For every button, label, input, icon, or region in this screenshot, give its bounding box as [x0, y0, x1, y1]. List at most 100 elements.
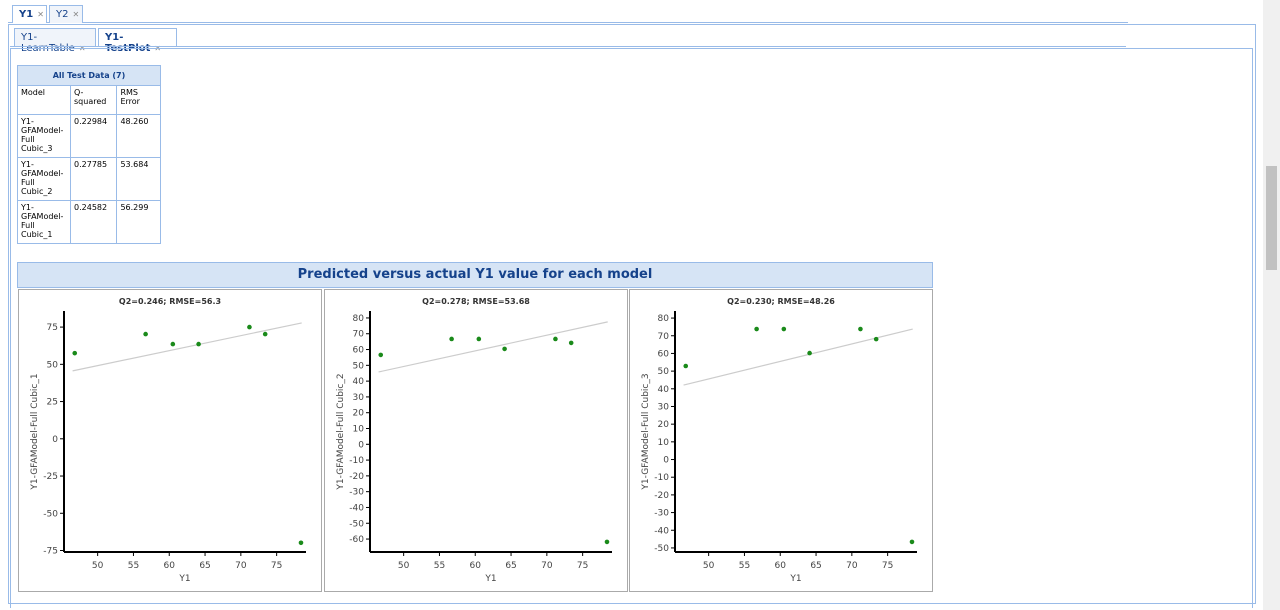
data-point — [568, 340, 574, 346]
y-axis-label: Y1-GFAModel-Full Cubic_1 — [30, 373, 40, 490]
y-tick-label: 0 — [358, 440, 364, 450]
data-point — [72, 350, 78, 356]
x-tick-label: 55 — [434, 561, 445, 571]
data-point — [807, 350, 812, 356]
y-axis-label: Y1-GFAModel-Full Cubic_2 — [336, 373, 346, 490]
fit-line — [72, 322, 302, 372]
data-point — [502, 346, 507, 352]
y-tick-label: 10 — [658, 438, 670, 448]
data-point — [683, 363, 689, 369]
y-tick-label: 40 — [353, 377, 365, 387]
table-cell: Y1-GFAModel-Full Cubic_1 — [17, 200, 71, 244]
subtab[interactable]: Y1-LearnTable ✕ — [14, 28, 96, 54]
data-point — [909, 539, 915, 545]
x-axis-label: Y1 — [484, 574, 496, 584]
y-tick-label: 50 — [353, 361, 365, 371]
table-cell: 0.22984 — [69, 114, 118, 158]
table-cell: 56.299 — [116, 200, 161, 244]
data-point — [604, 539, 610, 545]
x-tick-label: 55 — [128, 561, 139, 571]
data-point — [781, 326, 787, 332]
y-tick-label: 30 — [353, 393, 365, 403]
y-tick-label: 70 — [658, 332, 670, 342]
subtab[interactable]: Y1-TestPlot ✕ — [98, 28, 177, 54]
x-tick-label: 50 — [92, 561, 104, 571]
tab-label: Y1 — [19, 9, 34, 20]
y-tick-label: -30 — [349, 488, 364, 498]
tab[interactable]: Y2 ✕ — [49, 5, 83, 23]
column-header: RMS Error — [116, 85, 161, 115]
table-cell: 53.684 — [116, 157, 161, 201]
y-tick-label: 25 — [47, 398, 58, 408]
data-point — [247, 324, 252, 330]
x-tick-label: 50 — [398, 561, 410, 571]
y-tick-label: -40 — [654, 526, 669, 536]
data-point — [262, 331, 268, 337]
y-tick-label: 60 — [353, 346, 365, 356]
y-tick-label: 40 — [658, 385, 670, 395]
x-tick-label: 75 — [577, 561, 588, 571]
panel-title: Predicted versus actual Y1 value for eac… — [17, 262, 933, 288]
table-row: Y1-GFAModel-Full Cubic_2 0.27785 53.684 — [17, 157, 161, 201]
x-tick-label: 65 — [810, 561, 821, 571]
y-tick-label: 50 — [47, 360, 59, 370]
column-header: Q-squared — [69, 85, 118, 115]
column-header: Model — [17, 85, 71, 115]
y-tick-label: 80 — [658, 314, 670, 324]
y-tick-label: -20 — [349, 472, 364, 482]
data-point — [873, 336, 879, 342]
chart: Q2=0.246; RMSE=56.3 50 55 60 65 70 75 75 50 25 0 -2… — [30, 297, 306, 584]
y-tick-label: 0 — [52, 435, 58, 445]
y-tick-label: -25 — [43, 472, 58, 482]
x-tick-label: 50 — [703, 561, 715, 571]
table-row: Y1-GFAModel-Full Cubic_3 0.22984 48.260 — [17, 114, 161, 158]
table-row: Y1-GFAModel-Full Cubic_1 0.24582 56.299 — [17, 200, 161, 244]
tab[interactable]: Y1 ✕ — [12, 5, 47, 23]
y-tick-label: -50 — [349, 519, 364, 529]
x-tick-label: 60 — [164, 561, 176, 571]
x-tick-label: 65 — [505, 561, 516, 571]
y-tick-label: -75 — [43, 547, 58, 557]
x-tick-label: 75 — [271, 561, 282, 571]
tab-strip-line — [8, 22, 1128, 23]
chart-box: Q2=0.278; RMSE=53.68 50 55 60 65 70 75 80 70 60 50… — [324, 289, 628, 592]
y-tick-label: -10 — [349, 456, 364, 466]
x-tick-label: 60 — [470, 561, 482, 571]
x-axis-label: Y1 — [178, 574, 190, 584]
x-tick-label: 70 — [235, 561, 247, 571]
x-axis-label: Y1 — [789, 574, 801, 584]
data-point — [143, 331, 148, 337]
y-tick-label: 50 — [658, 367, 670, 377]
chart: Q2=0.278; RMSE=53.68 50 55 60 65 70 75 80 70 60 50… — [336, 297, 612, 584]
fit-line — [378, 321, 608, 373]
y-axis-label: Y1-GFAModel-Full Cubic_3 — [641, 373, 651, 490]
data-point — [449, 336, 454, 342]
table-cell: 48.260 — [116, 114, 161, 158]
chart-box: Q2=0.230; RMSE=48.26 50 55 60 65 70 75 80 70 60 50… — [629, 289, 933, 592]
y-tick-label: 20 — [353, 409, 365, 419]
data-point — [170, 341, 176, 347]
y-tick-label: 60 — [658, 349, 670, 359]
chart-title: Q2=0.246; RMSE=56.3 — [119, 297, 221, 306]
inner-panel — [10, 48, 1253, 608]
table-cell: Y1-GFAModel-Full Cubic_2 — [17, 157, 71, 201]
y-tick-label: 80 — [353, 314, 365, 324]
chart-title: Q2=0.278; RMSE=53.68 — [422, 297, 530, 306]
data-point — [553, 336, 558, 342]
y-tick-label: 10 — [353, 424, 365, 434]
x-tick-label: 60 — [775, 561, 787, 571]
table-title: All Test Data (7) — [17, 65, 161, 86]
y-tick-label: -50 — [43, 509, 58, 519]
x-tick-label: 55 — [739, 561, 750, 571]
y-tick-label: 70 — [353, 330, 365, 340]
outer-panel — [8, 24, 1256, 604]
scrollbar[interactable] — [1263, 0, 1280, 610]
chart-title: Q2=0.230; RMSE=48.26 — [727, 297, 835, 306]
table-cell: 0.24582 — [69, 200, 118, 244]
fit-line — [683, 328, 913, 386]
data-point — [754, 326, 759, 332]
data-point — [196, 341, 201, 347]
table-cell: 0.27785 — [69, 157, 118, 201]
chart: Q2=0.230; RMSE=48.26 50 55 60 65 70 75 80 70 60 50… — [641, 297, 917, 584]
